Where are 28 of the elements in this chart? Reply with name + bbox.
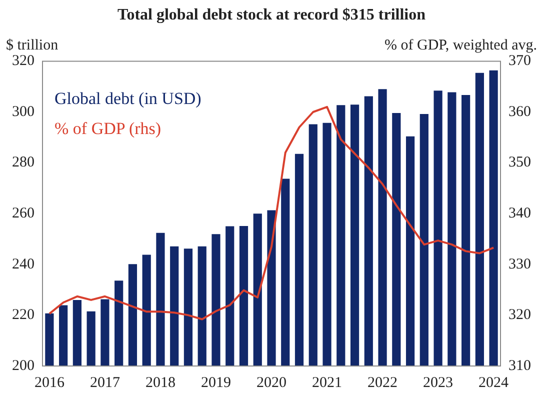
y2-tick-label: 360 [508,104,531,120]
y2-tick-label: 350 [508,154,531,171]
y-tick-label: 220 [12,307,34,324]
y2-tick-label: 320 [508,307,531,324]
y-tick-label: 280 [12,154,34,171]
y-tick-label: 260 [12,206,34,222]
y-axis-title: $ trillion [6,38,59,54]
x-tick-label: 2024 [478,374,510,391]
x-tick-label: 2023 [423,374,454,391]
y2-tick-label: 370 [508,53,531,70]
chart-title: Total global debt stock at record $315 trillion [118,6,426,24]
text: % of GDP (rhs) [54,119,162,138]
x-tick-label: 2022 [368,374,398,391]
text: Global debt (in USD) [54,89,202,108]
x-tick-label: 2021 [312,374,342,391]
x-tick-label: 2020 [256,374,286,391]
y2-tick-label: 310 [508,358,531,374]
y2-tick-label: 330 [508,256,531,272]
y-tick-label: 300 [12,104,34,120]
y2-tick-label: 340 [508,206,531,222]
x-tick-label: 2016 [34,374,65,391]
y-tick-label: 320 [12,53,34,70]
x-tick-label: 2018 [145,374,176,391]
y2-axis-title: % of GDP, weighted avg. [384,38,537,54]
x-tick-label: 2019 [200,374,231,391]
y-tick-label: 200 [12,358,34,374]
x-tick-label: 2017 [90,374,120,391]
y-tick-label: 240 [12,256,34,272]
